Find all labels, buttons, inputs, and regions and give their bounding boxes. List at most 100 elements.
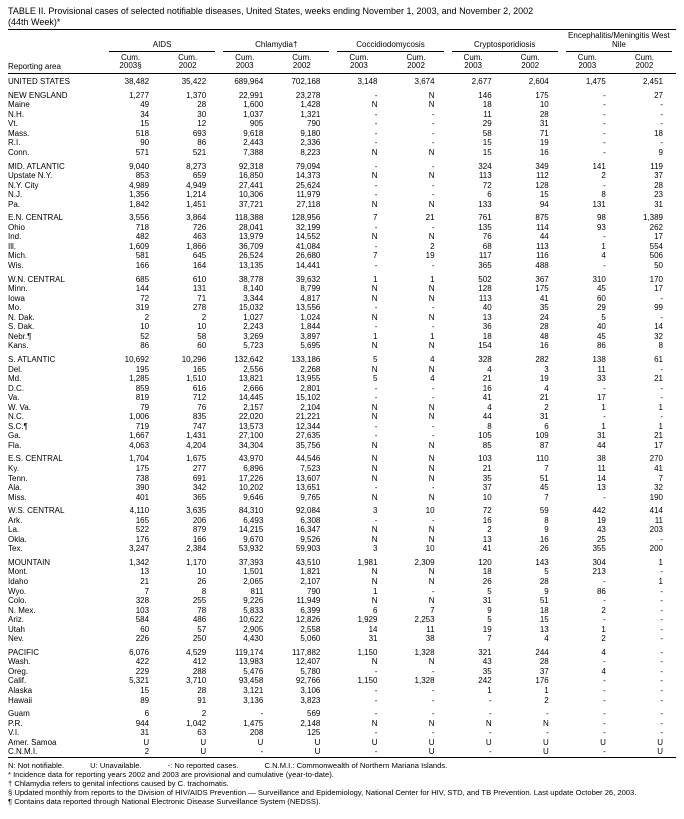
value-cell: 2,243 [243,322,264,332]
value-cell: 226 [135,634,150,644]
value-cell: 133,186 [291,354,321,364]
value-cell: 2 [601,605,606,615]
table-row: MID. ATLANTIC 9,040 8,273 92,318 79,094 - - 324… [8,162,676,172]
value-cell: 21 [482,463,492,473]
value-cell: 1,150 [357,676,378,686]
value-cell: U [200,747,207,757]
value-cell: 324 [478,161,492,171]
value-cell: - [603,709,606,719]
value-cell: 21,221 [295,412,321,422]
value-cell: 2,451 [642,77,663,87]
value-cell: - [374,431,378,441]
value-cell: N [428,100,435,110]
reporting-area-cell: Iowa [8,293,25,303]
value-cell: 17,226 [238,473,264,483]
value-cell: 9,670 [243,534,264,544]
value-cell: 23,278 [295,90,321,100]
value-cell: 1,704 [129,454,150,464]
value-cell: 506 [649,251,663,261]
value-cell: 1,214 [186,190,207,200]
reporting-area-cell: W.S. CENTRAL [8,506,65,516]
value-cell: 6 [487,190,492,200]
column-subheader: Cum. 2002 [504,51,562,75]
value-cell: 13 [482,312,492,322]
reporting-area-cell: Miss. [8,492,27,502]
value-cell: 213 [592,567,606,577]
value-cell: - [660,586,663,596]
value-cell: 1 [601,421,606,431]
value-cell: 43 [482,657,492,667]
value-cell: - [603,615,606,625]
value-cell: - [603,728,606,738]
value-cell: - [260,747,264,757]
value-cell: 43,970 [238,454,264,464]
value-cell: - [374,515,378,525]
value-cell: - [546,728,549,738]
value-cell: 31 [654,199,663,209]
value-cell: - [431,483,435,493]
value-cell: 57 [197,624,207,634]
table-row: Ariz. 584 486 10,622 12,826 1,929 2,253 5 15 - - [8,615,676,625]
column-subheader: Cum. 2003 [447,51,505,75]
value-cell: N [371,718,378,728]
value-cell: 21 [482,374,492,384]
legend-item: N: Not notifiable. [8,760,65,770]
value-cell: 5,060 [300,634,321,644]
value-cell: 99 [654,303,663,313]
value-cell: 37 [654,171,663,181]
value-cell: 4 [601,666,606,676]
value-cell: - [660,728,663,738]
value-cell: N [371,293,378,303]
value-cell: 2 [430,241,435,251]
table-row: Miss. 401 365 9,646 9,765 N N 10 7 - 190 [8,493,676,503]
value-cell: 4,430 [243,634,264,644]
value-cell: 2 [544,695,549,705]
value-cell: U [657,737,663,747]
value-cell: 89 [140,695,150,705]
value-cell: 328 [478,354,492,364]
value-cell: 13,556 [295,303,321,313]
value-cell: N [428,402,435,412]
value-cell: - [660,364,663,374]
column-group-header: AIDS [105,30,219,52]
value-cell: 12,407 [295,657,321,667]
value-cell: 14 [596,473,606,483]
value-cell: N [428,463,435,473]
value-cell: 18 [654,128,663,138]
value-cell: 35,756 [295,440,321,450]
value-cell: - [431,119,435,129]
value-cell: - [660,666,663,676]
column-subheader: Cum. 2002 [618,51,676,75]
value-cell: 118,388 [234,213,264,223]
value-cell: 2,556 [243,364,264,374]
footnote: ¶ Contains data reported through Nationa… [8,796,321,806]
table-row: PACIFIC 6,076 4,529 119,174 117,882 1,150 1,32… [8,648,676,658]
value-cell: 645 [192,251,207,261]
reporting-area-cell: S.C.¶ [8,421,28,431]
value-cell: 2,443 [243,138,264,148]
value-cell: 61 [654,354,663,364]
reporting-area-cell: Ill. [8,241,16,251]
value-cell: 6,308 [300,515,321,525]
value-cell: 242 [478,676,492,686]
value-cell: N [428,90,435,100]
value-cell: - [374,686,378,695]
value-cell: 90 [140,138,150,148]
table-row: E.N. CENTRAL 3,556 3,864 118,388 128,956 7 21 7… [8,213,676,223]
value-cell: 3,864 [186,213,207,223]
value-cell: 304 [592,557,606,567]
value-cell: U [542,737,549,747]
value-cell: 22,991 [238,90,264,100]
value-cell: 3,823 [300,695,321,705]
value-cell: 13,955 [295,374,321,384]
value-cell: 712 [192,393,207,403]
table-body: UNITED STATES 38,482 35,422 689,964 702,168 3… [8,74,676,758]
value-cell: 105 [478,431,492,441]
value-cell: N [428,596,435,606]
value-cell: 14 [654,322,663,332]
value-cell: 51 [539,596,549,606]
value-cell: 277 [192,463,207,473]
value-cell: 128 [478,284,492,294]
table-row: N.J. 1,356 1,214 10,306 11,979 - - 6 15 8 23 [8,190,676,200]
value-cell: 1,428 [300,100,321,110]
